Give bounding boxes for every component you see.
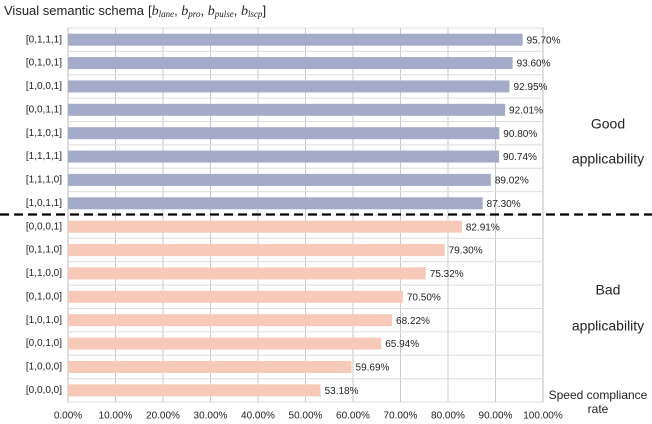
bar xyxy=(68,173,491,186)
schema-part: b xyxy=(241,4,248,19)
x-tick-label: 60.00% xyxy=(336,411,370,422)
bar xyxy=(68,360,352,373)
schema-part: b xyxy=(152,4,159,19)
x-tick-label: 90.00% xyxy=(479,411,513,422)
y-tick-label: [1,0,1,1] xyxy=(26,198,62,209)
bar xyxy=(68,220,462,233)
x-tick-label: 70.00% xyxy=(384,411,418,422)
value-label: 79.30% xyxy=(449,246,483,257)
bar xyxy=(68,384,321,397)
x-tick-label: 50.00% xyxy=(289,411,323,422)
schema-part: [ xyxy=(148,3,152,18)
value-label: 65.94% xyxy=(385,339,419,350)
value-label: 87.30% xyxy=(487,199,521,210)
value-label: 70.50% xyxy=(407,292,441,303)
schema-part: b xyxy=(208,4,215,19)
schema-part: ] xyxy=(262,3,266,18)
bar xyxy=(68,103,506,116)
y-tick-label: [0,0,1,0] xyxy=(26,338,62,349)
annotation: applicability xyxy=(572,318,644,334)
schema-part: , xyxy=(234,3,241,18)
bar xyxy=(68,127,500,140)
x-tick-label: 10.00% xyxy=(99,411,133,422)
value-label: 53.18% xyxy=(325,386,359,397)
value-label: 82.91% xyxy=(466,222,500,233)
x-tick-label: 100.00% xyxy=(523,411,563,422)
annotation: Bad xyxy=(596,282,621,298)
y-tick-label: [1,1,1,1] xyxy=(26,151,62,162)
x-tick-label: 40.00% xyxy=(241,411,275,422)
value-label: 95.70% xyxy=(527,35,561,46)
annotation: applicability xyxy=(572,151,644,167)
y-tick-label: [0,1,1,1] xyxy=(26,34,62,45)
value-label: 92.95% xyxy=(514,82,548,93)
value-label: 92.01% xyxy=(509,105,543,116)
bar xyxy=(68,337,382,350)
bar xyxy=(68,290,403,303)
y-tick-label: [1,0,0,0] xyxy=(26,362,62,373)
bar xyxy=(68,244,445,257)
y-tick-label: [0,1,1,0] xyxy=(26,245,62,256)
value-label: 89.02% xyxy=(495,176,529,187)
value-label: 59.69% xyxy=(356,363,390,374)
bar xyxy=(68,33,523,46)
bar xyxy=(68,150,500,163)
x-tick-label: 80.00% xyxy=(431,411,465,422)
y-tick-label: [1,0,1,0] xyxy=(26,315,62,326)
schema-part: b xyxy=(181,4,188,19)
schema-part: lane xyxy=(159,9,175,19)
y-tick-label: [0,1,0,1] xyxy=(26,58,62,69)
chart-title: Visual semantic schema [blane, bpro, bpul… xyxy=(4,3,266,19)
schema-part: , xyxy=(174,3,181,18)
bar xyxy=(68,267,426,280)
y-tick-label: [1,1,0,1] xyxy=(26,128,62,139)
value-label: 68.22% xyxy=(396,316,430,327)
bar xyxy=(68,197,483,210)
bar xyxy=(68,80,510,93)
y-tick-label: [1,1,0,0] xyxy=(26,268,62,279)
value-label: 90.74% xyxy=(503,152,537,163)
x-axis-label: Speed compliance xyxy=(549,388,648,402)
annotation: Good xyxy=(591,116,625,132)
x-tick-label: 0.00% xyxy=(54,411,82,422)
y-tick-label: [0,1,0,0] xyxy=(26,291,62,302)
y-tick-label: [0,0,1,1] xyxy=(26,104,62,115)
y-tick-label: [1,1,1,0] xyxy=(26,175,62,186)
y-tick-label: [0,0,0,1] xyxy=(26,221,62,232)
schema-part: pulse xyxy=(214,9,234,19)
schema-part: pro xyxy=(187,9,201,19)
schema-part: , xyxy=(200,3,207,18)
x-tick-label: 20.00% xyxy=(146,411,180,422)
bar xyxy=(68,57,513,70)
x-tick-label: 30.00% xyxy=(194,411,228,422)
y-tick-label: [1,0,0,1] xyxy=(26,81,62,92)
value-label: 90.80% xyxy=(503,129,537,140)
schema-part: lscp xyxy=(248,9,263,19)
y-tick-label: [0,0,0,0] xyxy=(26,385,62,396)
value-label: 75.32% xyxy=(430,269,464,280)
bar xyxy=(68,314,393,327)
x-axis-label: rate xyxy=(588,402,609,416)
value-label: 93.60% xyxy=(517,59,551,70)
